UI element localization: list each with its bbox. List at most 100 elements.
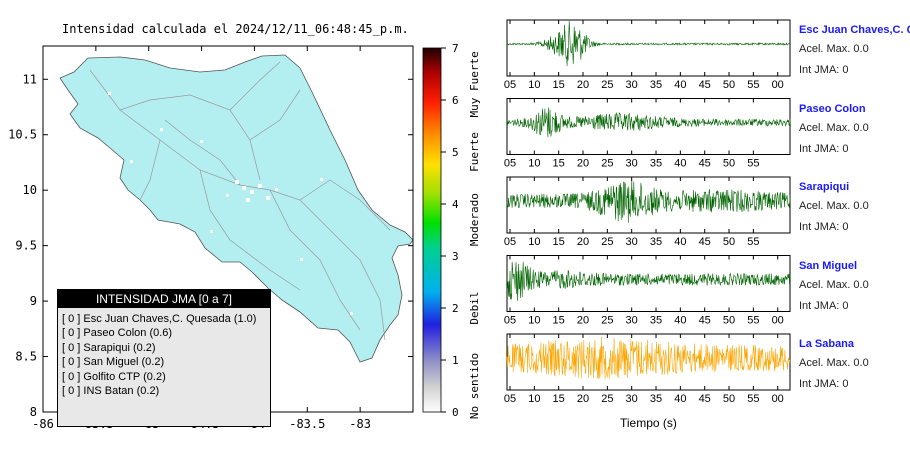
trace-tick-label: 45 (699, 393, 711, 405)
trace-tick-label: 55 (747, 393, 759, 405)
legend-item: [ 0 ] Golfito CTP (0.2) (62, 370, 270, 384)
trace-tick-label: 25 (601, 79, 613, 91)
map-y-tick-label: 11 (23, 72, 37, 86)
map-y-tick-label: 9.5 (15, 239, 37, 253)
legend-item: [ 0 ] Esc Juan Chaves,C. Quesada (1.0) (62, 312, 270, 326)
map-y-tick-label: 8.5 (15, 350, 37, 364)
intensity-legend: INTENSIDAD JMA [0 a 7] [ 0 ] Esc Juan Ch… (57, 289, 271, 427)
colorbar-tick-label: 5 (452, 146, 459, 159)
trace-tick-label: 40 (674, 315, 686, 327)
legend-item-text: Esc Juan Chaves,C. Quesada (1.0) (83, 313, 257, 325)
trace-tick-label: 40 (674, 236, 686, 248)
legend-item-text: San Miguel (0.2) (83, 356, 165, 369)
trace-tick-label: 10 (528, 315, 540, 327)
trace-tick-label: 55 (747, 158, 759, 170)
trace-tick-label: 40 (674, 79, 686, 91)
legend-item-text: Sarapiqui (0.2) (83, 341, 156, 354)
station-name: Sarapiqui (799, 181, 850, 193)
legend-item-level: [ 0 ] (62, 356, 84, 369)
trace-tick-label: 55 (747, 79, 759, 91)
trace-tick-label: 20 (577, 236, 589, 248)
trace-tick-label: 15 (553, 158, 565, 170)
station-acel-max: Acel. Max. 0.0 (799, 200, 869, 212)
legend-item-text: Paseo Colon (0.6) (83, 327, 173, 340)
legend-item-text: Golfito CTP (0.2) (83, 370, 166, 383)
station-name: La Sabana (799, 338, 855, 350)
map-y-tick-label: 10 (23, 183, 37, 197)
legend-item-level: [ 0 ] (62, 385, 84, 398)
legend-item-text: INS Batan (0.2) (83, 385, 160, 398)
trace-tick-label: 40 (674, 393, 686, 405)
trace-tick-label: 35 (650, 79, 662, 91)
trace-tick-label: 05 (504, 236, 516, 248)
trace-tick-label: 45 (699, 158, 711, 170)
map-x-tick-label: -83 (349, 417, 371, 431)
trace-tick-label: 40 (674, 158, 686, 170)
trace-tick-label: 45 (699, 79, 711, 91)
station-int-jma: Int JMA: 0 (799, 64, 849, 76)
trace-tick-label: 10 (528, 393, 540, 405)
trace-tick-label: 30 (626, 236, 638, 248)
legend-title: INTENSIDAD JMA [0 a 7] (58, 290, 270, 308)
trace-tick-label: 15 (553, 315, 565, 327)
trace-tick-label: 30 (626, 158, 638, 170)
trace-tick-label: 25 (601, 393, 613, 405)
station-name: Paseo Colon (799, 102, 866, 115)
colorbar-tick-label: 3 (452, 250, 459, 263)
station-int-jma: Int JMA: 0 (799, 221, 849, 233)
map-x-tick-label: -83.5 (289, 417, 325, 431)
trace-tick-label: 35 (650, 236, 662, 248)
legend-item: [ 0 ] San Miguel (0.2) (62, 355, 270, 369)
trace-tick-label: 50 (723, 79, 735, 91)
trace-tick-label: 10 (528, 158, 540, 170)
road-network (89, 61, 391, 341)
map-x-tick-label: -86 (32, 417, 54, 431)
trace-tick-label: 10 (528, 236, 540, 248)
trace-tick-label: 50 (723, 158, 735, 170)
colorbar-class-label: Debil (468, 291, 481, 324)
station-int-jma: Int JMA: 0 (799, 378, 849, 390)
legend-item-level: [ 0 ] (62, 327, 84, 340)
waveform-line (506, 179, 791, 223)
trace-tick-label: 00 (772, 315, 784, 327)
trace-tick-label: 00 (772, 79, 784, 91)
trace-tick-label: 00 (772, 393, 784, 405)
time-axis-label: Tiempo (s) (620, 416, 677, 430)
colorbar-class-label: Fuerte (468, 132, 481, 172)
colorbar-class-label: Muy Fuerte (468, 51, 481, 117)
legend-list: [ 0 ] Esc Juan Chaves,C. Quesada (1.0)[ … (58, 308, 270, 398)
colorbar-tick-label: 6 (452, 94, 459, 107)
legend-item-level: [ 0 ] (62, 313, 84, 325)
colorbar-class-label: No sentido (468, 353, 481, 419)
trace-tick-label: 30 (626, 315, 638, 327)
trace-tick-label: 05 (504, 158, 516, 170)
trace-tick-label: 35 (650, 158, 662, 170)
legend-item: [ 0 ] INS Batan (0.2) (62, 384, 270, 398)
trace-tick-label: 55 (747, 236, 759, 248)
waveform-line (506, 336, 791, 380)
trace-tick-label: 20 (577, 315, 589, 327)
colorbar-tick-label: 1 (452, 354, 459, 367)
trace-tick-label: 35 (650, 315, 662, 327)
legend-item-level: [ 0 ] (62, 341, 84, 354)
station-markers (108, 92, 353, 315)
trace-tick-label: 25 (601, 158, 613, 170)
map-y-tick-label: 8 (30, 405, 37, 419)
legend-item: [ 0 ] Paseo Colon (0.6) (62, 326, 270, 340)
trace-tick-label: 50 (723, 393, 735, 405)
trace-panel (506, 255, 791, 312)
station-name: San Miguel (799, 259, 858, 272)
trace-tick-label: 35 (650, 393, 662, 405)
trace-tick-label: 05 (504, 393, 516, 405)
trace-tick-label: 20 (577, 158, 589, 170)
trace-tick-label: 45 (699, 315, 711, 327)
costa-rica-land (59, 54, 413, 363)
legend-item-level: [ 0 ] (62, 370, 84, 383)
station-int-jma: Int JMA: 0 (799, 142, 849, 155)
colorbar-tick-label: 7 (452, 42, 459, 55)
station-name: Esc Juan Chaves,C. Qu (799, 24, 910, 36)
colorbar-tick-label: 0 (452, 406, 459, 419)
colorbar-class-label: Moderado (468, 193, 481, 246)
